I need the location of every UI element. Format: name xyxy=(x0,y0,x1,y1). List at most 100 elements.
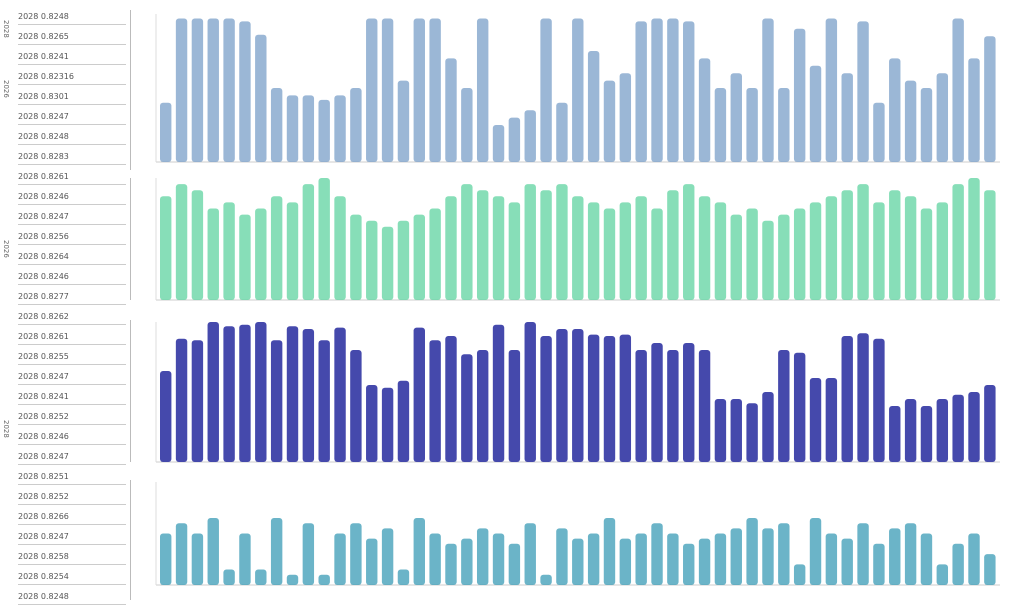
legend-row: 2028 0.8247 xyxy=(18,110,126,125)
legend-row: 2028 0.8246 xyxy=(18,270,126,285)
bar xyxy=(270,518,283,585)
bar xyxy=(286,326,299,462)
bar xyxy=(318,178,330,300)
bar xyxy=(952,184,964,300)
bar xyxy=(841,336,853,462)
bar xyxy=(381,18,394,162)
bar xyxy=(873,543,885,585)
bar xyxy=(825,378,838,462)
bar xyxy=(191,533,204,585)
bar xyxy=(778,88,790,162)
bar xyxy=(476,350,489,462)
bar xyxy=(160,371,172,462)
bar xyxy=(889,58,901,162)
bar xyxy=(762,528,774,585)
bar xyxy=(984,385,996,462)
bar xyxy=(461,88,473,162)
bar xyxy=(429,208,441,300)
group-label: 2028 xyxy=(2,420,10,438)
bar xyxy=(635,533,647,585)
legend-row: 2028 0.8248 xyxy=(18,130,126,145)
bar xyxy=(397,80,410,162)
bar xyxy=(476,18,489,162)
bar xyxy=(572,18,584,162)
bar xyxy=(286,95,299,162)
divider xyxy=(130,480,131,600)
bar xyxy=(381,387,394,462)
bar xyxy=(651,208,663,300)
bar xyxy=(619,202,632,300)
group-label: 2028 xyxy=(2,20,10,38)
bar xyxy=(334,95,346,162)
bar xyxy=(778,350,790,462)
bar xyxy=(587,533,600,585)
bar xyxy=(873,338,885,462)
bar xyxy=(714,88,727,162)
divider xyxy=(130,178,131,300)
legend-row: 2028 0.8241 xyxy=(18,50,126,65)
bar xyxy=(683,21,695,163)
bar xyxy=(984,554,996,585)
legend-row: 2028 0.8266 xyxy=(18,510,126,525)
bar xyxy=(698,196,711,300)
bar xyxy=(714,533,727,585)
bar xyxy=(540,190,552,300)
bar xyxy=(809,65,822,162)
bar xyxy=(841,538,853,585)
bar xyxy=(334,196,346,300)
bar xyxy=(762,220,774,300)
bar xyxy=(635,21,647,163)
bar xyxy=(619,538,632,585)
bar xyxy=(746,88,758,162)
legend-row: 2028 0.8248 xyxy=(18,590,126,605)
bar xyxy=(683,543,695,585)
bar xyxy=(587,202,600,300)
bar xyxy=(667,533,679,585)
bar xyxy=(429,340,441,462)
bar xyxy=(445,336,457,462)
bar xyxy=(793,352,806,462)
bar xyxy=(714,399,727,462)
bar xyxy=(223,202,235,300)
bar xyxy=(318,99,330,162)
bar xyxy=(223,569,235,585)
bar xyxy=(223,18,235,162)
bar xyxy=(698,350,711,462)
bar xyxy=(366,385,378,462)
bar xyxy=(889,528,901,585)
legend-row: 2028 0.82316 xyxy=(18,70,126,85)
bar xyxy=(286,202,299,300)
divider xyxy=(130,320,131,462)
bar xyxy=(223,326,235,462)
bar xyxy=(683,343,695,462)
bar xyxy=(762,392,774,462)
legend-row: 2028 0.8264 xyxy=(18,250,126,265)
bar xyxy=(302,95,315,162)
bar xyxy=(445,543,457,585)
legend-row: 2028 0.8247 xyxy=(18,450,126,465)
bar xyxy=(841,190,853,300)
bar xyxy=(429,18,441,162)
bar xyxy=(841,73,853,162)
bar xyxy=(873,102,885,162)
bar xyxy=(350,214,362,300)
legend-row: 2028 0.8265 xyxy=(18,30,126,45)
bar xyxy=(825,18,838,162)
bar xyxy=(445,196,457,300)
bar xyxy=(524,322,536,462)
bar xyxy=(461,184,473,300)
bar xyxy=(302,329,315,462)
bar xyxy=(746,208,758,300)
bar xyxy=(160,533,172,585)
bar xyxy=(889,406,901,462)
bar xyxy=(635,350,647,462)
bar xyxy=(366,220,378,300)
bar xyxy=(619,73,632,162)
legend-row: 2028 0.8252 xyxy=(18,410,126,425)
bar xyxy=(461,538,473,585)
bar xyxy=(350,88,362,162)
bar xyxy=(825,533,838,585)
bar xyxy=(603,80,616,162)
bar xyxy=(556,102,568,162)
bar xyxy=(762,18,774,162)
